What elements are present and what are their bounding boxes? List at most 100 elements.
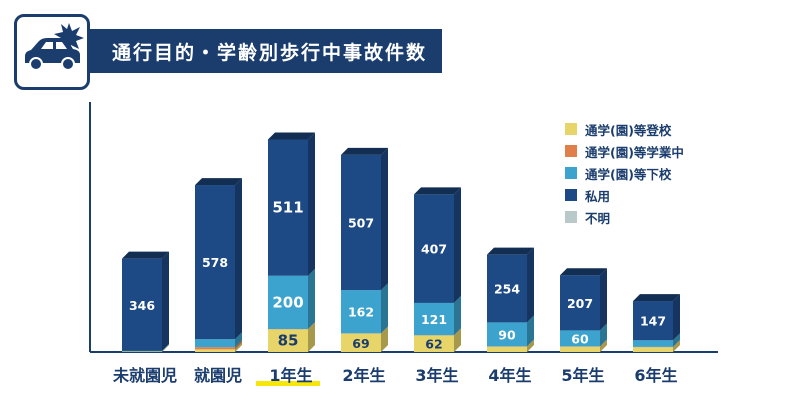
legend-label: 通学(園)等登校 <box>585 122 672 138</box>
bar-side-未就園児 <box>162 344 169 352</box>
data-label: 62 <box>425 337 442 352</box>
bar-side-6年生 <box>673 333 680 347</box>
car-with-collision-icon <box>25 23 84 71</box>
bar-side-1年生 <box>308 132 315 276</box>
bar-side-4年生 <box>527 339 534 347</box>
car-collision-badge <box>14 14 90 90</box>
highlight-underline <box>256 381 320 386</box>
data-label: 346 <box>129 298 155 313</box>
bar-side-5年生 <box>600 323 607 347</box>
bar-side-2年生 <box>381 147 388 291</box>
chart-title: 通行目的・学齢別歩行中事故件数 <box>90 29 442 73</box>
bar-side-3年生 <box>454 328 461 336</box>
bar-top-3年生 <box>414 187 461 195</box>
x-tick-label: 5年生 <box>561 366 604 385</box>
bar-side-4年生 <box>527 247 534 323</box>
bar-segment-1年生 <box>268 139 308 276</box>
x-tick-label: 2年生 <box>342 366 385 385</box>
legend-swatch <box>565 145 577 157</box>
data-label: 254 <box>494 282 520 297</box>
x-tick-label: 未就園児 <box>112 366 177 385</box>
bar-side-5年生 <box>600 268 607 331</box>
legend-label: 通学(園)等下校 <box>585 166 672 182</box>
data-label: 69 <box>352 336 369 351</box>
bar-side-就園児 <box>235 342 242 352</box>
bar-top-未就園児 <box>122 251 169 259</box>
bar-segment-5年生 <box>560 275 600 331</box>
bar-segment-6年生 <box>633 347 673 352</box>
bar-side-6年生 <box>673 294 680 341</box>
bar-side-2年生 <box>381 326 388 352</box>
data-label: 407 <box>421 242 447 257</box>
bar-side-就園児 <box>235 332 242 348</box>
bar-segment-就園児 <box>195 339 235 348</box>
legend-item-commute-to-school: 通学(園)等登校 <box>565 118 725 140</box>
bar-segment-未就園児 <box>122 351 162 352</box>
bar-segment-2年生 <box>341 290 381 334</box>
bar-segment-4年生 <box>487 346 527 352</box>
legend-item-commute-from-school: 通学(園)等下校 <box>565 162 725 184</box>
bar-side-2年生 <box>381 326 388 334</box>
bar-segment-3年生 <box>414 302 454 336</box>
legend-label: 不明 <box>585 210 611 226</box>
bar-side-2年生 <box>381 283 388 334</box>
x-tick-label: 1年生 <box>269 366 312 385</box>
bar-top-1年生 <box>268 132 315 140</box>
bar-side-3年生 <box>454 328 461 352</box>
bar-top-就園児 <box>195 178 242 186</box>
bar-segment-就園児 <box>195 349 235 352</box>
data-label: 162 <box>348 305 374 320</box>
bar-side-1年生 <box>308 322 315 330</box>
data-label: 200 <box>272 293 303 311</box>
x-tick-label: 就園児 <box>194 366 242 385</box>
bar-top-6年生 <box>633 294 680 302</box>
bar-side-5年生 <box>600 339 607 352</box>
bar-side-就園児 <box>235 178 242 340</box>
bar-segment-就園児 <box>195 185 235 340</box>
bar-side-未就園児 <box>162 343 169 352</box>
bar-side-4年生 <box>527 339 534 352</box>
x-tick-label: 6年生 <box>634 366 677 385</box>
x-tick-label: 4年生 <box>488 366 531 385</box>
bar-side-未就園児 <box>162 251 169 351</box>
bar-segment-就園児 <box>195 347 235 350</box>
legend-swatch <box>565 189 577 201</box>
bar-segment-1年生 <box>268 329 308 352</box>
bar-side-1年生 <box>308 322 315 352</box>
bar-side-1年生 <box>308 268 315 330</box>
data-label: 85 <box>278 332 299 350</box>
legend-label: 通学(園)等学業中 <box>585 144 684 160</box>
bar-segment-5年生 <box>560 330 600 347</box>
bar-segment-4年生 <box>487 254 527 323</box>
x-tick-label: 3年生 <box>415 366 458 385</box>
bar-side-就園児 <box>235 340 242 350</box>
bar-segment-未就園児 <box>122 258 162 351</box>
legend-swatch <box>565 167 577 179</box>
bar-segment-2年生 <box>341 154 381 291</box>
data-label: 507 <box>348 216 374 231</box>
legend-item-during-school: 通学(園)等学業中 <box>565 140 725 162</box>
bar-segment-4年生 <box>487 322 527 347</box>
legend-item-private: 私用 <box>565 184 725 206</box>
legend-swatch <box>565 211 577 223</box>
bar-top-5年生 <box>560 268 607 276</box>
bar-segment-3年生 <box>414 335 454 352</box>
data-label: 147 <box>640 314 666 329</box>
legend-label: 私用 <box>585 188 611 204</box>
legend: 通学(園)等登校 通学(園)等学業中 通学(園)等下校 私用 不明 <box>565 118 725 228</box>
bar-top-2年生 <box>341 147 388 155</box>
bar-segment-3年生 <box>414 194 454 303</box>
legend-item-unknown: 不明 <box>565 206 725 228</box>
bar-segment-1年生 <box>268 275 308 330</box>
bar-side-6年生 <box>673 339 680 348</box>
bar-segment-5年生 <box>560 346 600 352</box>
data-label: 121 <box>421 312 447 327</box>
bar-segment-未就園児 <box>122 350 162 352</box>
bar-segment-2年生 <box>341 333 381 352</box>
legend-swatch <box>565 123 577 135</box>
bar-side-5年生 <box>600 339 607 347</box>
data-label: 60 <box>571 331 589 346</box>
data-label: 511 <box>272 199 303 217</box>
bar-side-3年生 <box>454 295 461 336</box>
